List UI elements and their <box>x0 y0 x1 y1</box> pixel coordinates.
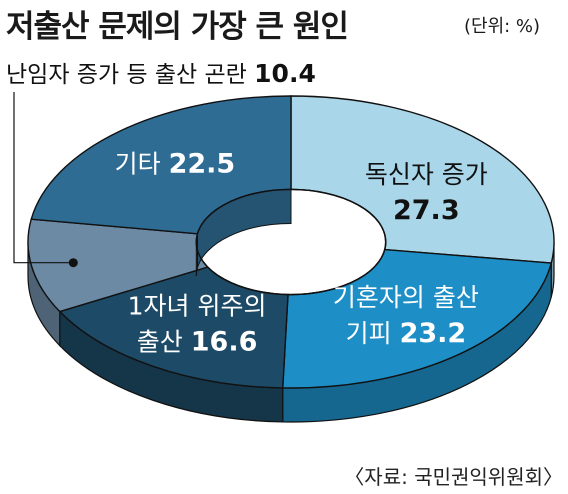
callout: 난임자 증가 등 출산 곤란 10.4 <box>6 59 316 268</box>
slice-value: 22.5 <box>169 149 236 180</box>
callout-value: 10.4 <box>254 59 316 88</box>
slice-category: 기타 <box>115 150 169 179</box>
slice-value: 23.2 <box>400 318 467 349</box>
slice-value: 27.3 <box>393 195 460 226</box>
source-note: 〈자료: 국민권익위원회〉 <box>344 465 563 489</box>
chart-title: 저출산 문제의 가장 큰 원인 <box>6 9 348 45</box>
donut-slices <box>27 95 555 389</box>
slice-category: 기혼자의 출산 <box>333 283 479 312</box>
slice-label-line: 출산 16.6 <box>137 327 258 358</box>
slice-label-line: 독신자 증가 <box>365 160 488 189</box>
callout-category: 난임자 증가 등 출산 곤란 <box>6 62 254 88</box>
donut-hole <box>195 188 387 296</box>
slice-label-기타: 기타 22.5 <box>115 149 236 180</box>
slice-label-line: 1자녀 위주의 <box>128 292 267 321</box>
callout-leader-line <box>13 92 74 264</box>
slice-label-line: 기타 22.5 <box>115 149 236 180</box>
donut-sides <box>27 241 555 423</box>
callout-dot <box>68 258 78 268</box>
slice-label-line: 기혼자의 출산 <box>333 283 479 312</box>
callout-label: 난임자 증가 등 출산 곤란 10.4 <box>6 59 316 88</box>
slice-category: 출산 <box>137 328 191 357</box>
slice-label-line: 기피 23.2 <box>346 318 467 349</box>
unit-label: (단위: %) <box>464 16 540 37</box>
slice-category: 기피 <box>346 319 400 348</box>
slice-value: 16.6 <box>191 327 258 358</box>
slice-category: 1자녀 위주의 <box>128 292 267 321</box>
slice-label-독신자-증가: 독신자 증가 27.3 <box>365 160 488 226</box>
hole-rim <box>195 188 387 296</box>
slice-category: 독신자 증가 <box>365 160 488 189</box>
